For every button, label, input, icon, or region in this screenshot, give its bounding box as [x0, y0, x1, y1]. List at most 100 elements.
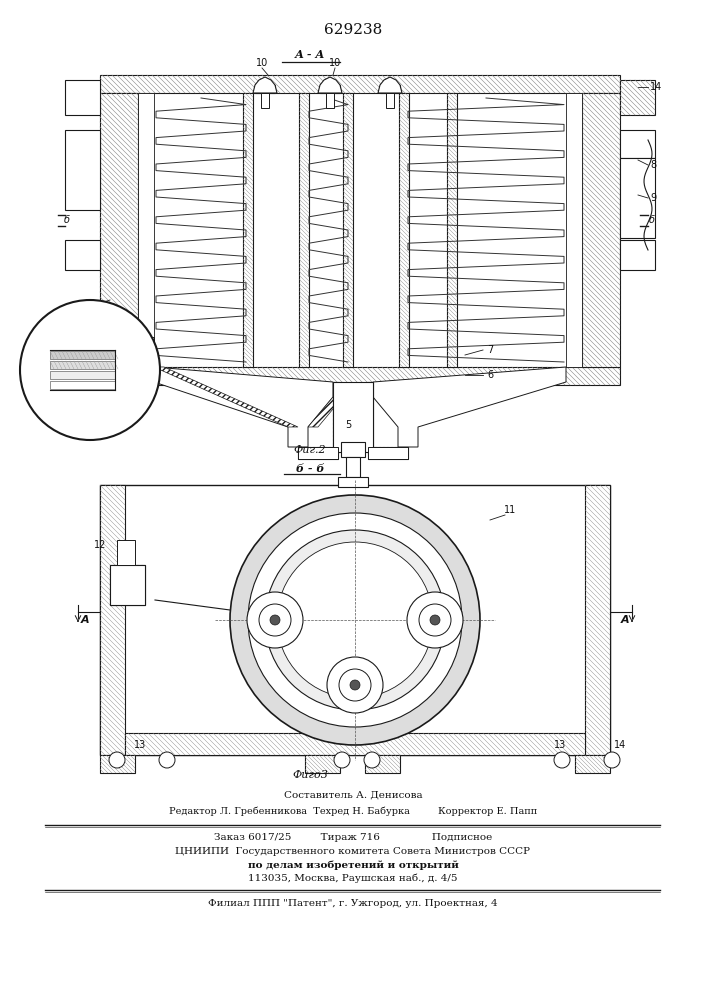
Text: 629238: 629238 [324, 23, 382, 37]
Polygon shape [253, 77, 277, 93]
Text: 13: 13 [554, 740, 566, 750]
Bar [368, 447, 408, 459]
Text: ЦНИИПИ  Государственного комитета Совета Министров СССР: ЦНИИПИ Государственного комитета Совета … [175, 846, 530, 856]
Circle shape [334, 752, 350, 768]
Text: 13: 13 [134, 740, 146, 750]
Circle shape [20, 300, 160, 440]
Bar [399, 93, 409, 367]
Bar [367, 382, 373, 452]
Text: 12: 12 [94, 540, 106, 550]
Polygon shape [378, 77, 402, 93]
Polygon shape [318, 77, 342, 93]
Text: б - б: б - б [296, 462, 325, 474]
Text: 7: 7 [487, 345, 493, 355]
Bar [341, 442, 365, 457]
Bar [326, 93, 334, 108]
Text: 10: 10 [256, 58, 268, 68]
Circle shape [407, 592, 463, 648]
Bar [298, 447, 338, 459]
Bar [380, 85, 400, 93]
Bar [100, 755, 135, 773]
Bar [100, 93, 138, 367]
Bar [566, 93, 582, 367]
Text: по делам изобретений и открытий: по делам изобретений и открытий [247, 860, 458, 870]
Bar [305, 755, 340, 773]
Circle shape [259, 604, 291, 636]
Circle shape [265, 530, 445, 710]
Circle shape [419, 604, 451, 636]
Text: 6: 6 [487, 370, 493, 380]
Bar [117, 540, 135, 565]
Bar [346, 457, 360, 477]
Circle shape [430, 615, 440, 625]
Polygon shape [154, 367, 298, 427]
Polygon shape [50, 361, 115, 369]
Bar [100, 485, 610, 755]
Circle shape [350, 680, 360, 690]
Bar [447, 93, 457, 367]
Bar [585, 485, 610, 755]
Bar [620, 240, 655, 270]
Bar [368, 447, 408, 459]
Bar [320, 85, 340, 93]
Circle shape [364, 752, 380, 768]
Text: Составитель А. Денисова: Составитель А. Денисова [284, 790, 422, 800]
Bar [386, 93, 394, 108]
Bar [333, 382, 373, 452]
Circle shape [554, 752, 570, 768]
Circle shape [604, 752, 620, 768]
Bar [110, 565, 145, 605]
Text: Фиг.2: Фиг.2 [293, 445, 327, 455]
Text: 113035, Москва, Раушская наб., д. 4/5: 113035, Москва, Раушская наб., д. 4/5 [248, 873, 457, 883]
Bar [255, 85, 275, 93]
Bar [65, 240, 100, 270]
Circle shape [230, 495, 480, 745]
Polygon shape [308, 397, 343, 427]
Bar [100, 485, 125, 755]
Polygon shape [50, 371, 115, 379]
Bar [138, 93, 154, 367]
Text: Редактор Л. Гребенникова  Техред Н. Бабурка         Корректор Е. Папп: Редактор Л. Гребенникова Техред Н. Бабур… [169, 806, 537, 816]
Bar [370, 673, 388, 691]
Circle shape [159, 752, 175, 768]
Circle shape [247, 592, 303, 648]
Circle shape [248, 513, 462, 727]
Bar [365, 755, 400, 773]
Bar [582, 93, 620, 367]
Bar [620, 80, 655, 115]
Circle shape [327, 657, 383, 713]
Bar [100, 367, 620, 385]
Text: Фигο3: Фигο3 [292, 770, 328, 780]
Text: 9: 9 [47, 390, 53, 400]
Text: 11: 11 [64, 305, 76, 315]
Bar [343, 93, 353, 367]
Bar [125, 733, 585, 755]
Text: 10: 10 [329, 58, 341, 68]
Text: 14: 14 [650, 82, 662, 92]
Text: 5: 5 [345, 420, 351, 430]
Bar [575, 755, 610, 773]
Bar [620, 130, 655, 158]
Bar [100, 75, 620, 93]
Text: А: А [81, 615, 89, 625]
Text: б: б [64, 215, 70, 225]
Text: 11: 11 [504, 505, 516, 515]
Polygon shape [373, 367, 566, 447]
Bar [65, 130, 100, 210]
Bar [261, 93, 269, 108]
Circle shape [270, 615, 280, 625]
Circle shape [277, 542, 433, 698]
Text: А: А [621, 615, 629, 625]
Text: б: б [649, 215, 655, 225]
Bar [325, 673, 343, 691]
Bar [338, 477, 368, 487]
Text: 9: 9 [650, 193, 656, 203]
Bar [620, 158, 655, 238]
Text: Филиал ППП "Патент", г. Ужгород, ул. Проектная, 4: Филиал ППП "Патент", г. Ужгород, ул. Про… [208, 898, 498, 908]
Bar [243, 93, 253, 367]
Circle shape [109, 752, 125, 768]
Text: 14: 14 [614, 740, 626, 750]
Bar [138, 337, 154, 367]
Polygon shape [50, 381, 115, 389]
Text: 8: 8 [650, 160, 656, 170]
